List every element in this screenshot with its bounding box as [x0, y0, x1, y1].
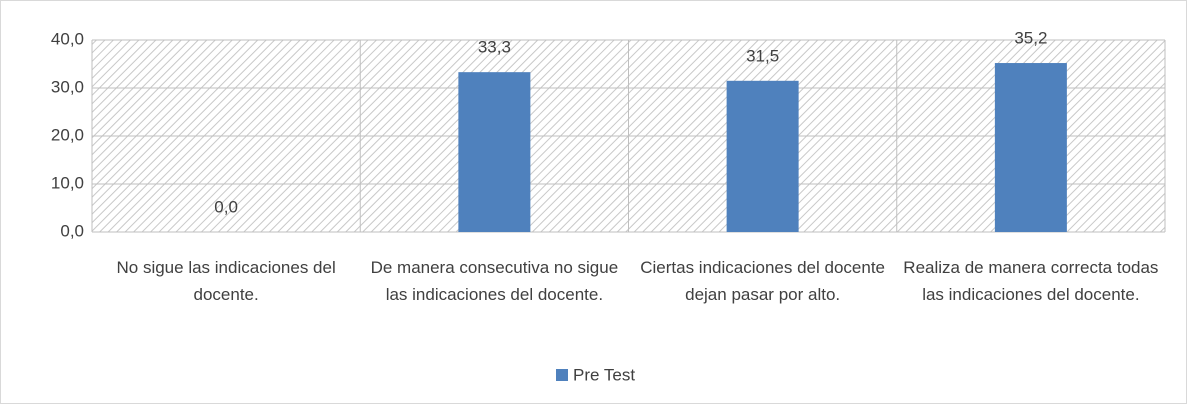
bar — [726, 80, 799, 232]
data-label: 33,3 — [478, 38, 511, 57]
legend-swatch — [556, 369, 568, 381]
bar — [994, 63, 1067, 232]
x-tick-label: Ciertas indicaciones del docente dejan p… — [640, 258, 885, 304]
data-label: 0,0 — [214, 197, 238, 216]
data-label: 31,5 — [746, 46, 779, 65]
y-tick-label: 30,0 — [51, 77, 84, 96]
x-tick-label: De manera consecutiva no sigue las indic… — [370, 258, 619, 304]
y-tick-label: 40,0 — [51, 29, 84, 48]
x-tick-label: No sigue las indicaciones del docente. — [116, 258, 336, 304]
y-tick-label: 10,0 — [51, 173, 84, 192]
x-tick-label: Realiza de manera correcta todas las ind… — [903, 258, 1159, 304]
legend-label: Pre Test — [573, 365, 635, 384]
y-tick-label: 0,0 — [60, 221, 84, 240]
bar — [458, 72, 531, 232]
y-tick-label: 20,0 — [51, 125, 84, 144]
data-label: 35,2 — [1014, 29, 1047, 48]
